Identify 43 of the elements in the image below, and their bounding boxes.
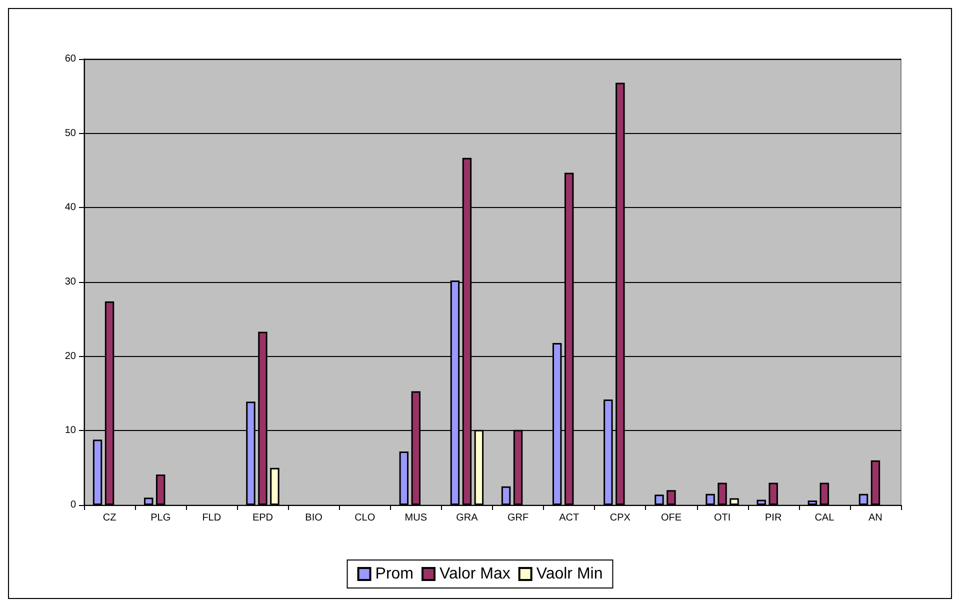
x-tick-label: CLO <box>354 512 376 524</box>
x-tick-label: GRA <box>456 512 478 524</box>
y-tick-label: 0 <box>70 500 76 510</box>
x-tick-label: CZ <box>102 512 116 524</box>
bar <box>756 500 766 505</box>
bar <box>706 494 715 505</box>
bar <box>666 490 676 505</box>
bar <box>858 494 868 505</box>
bar <box>654 494 664 505</box>
y-tick-label: 60 <box>64 54 76 64</box>
y-tick-label: 50 <box>64 128 76 139</box>
y-tick-label: 20 <box>64 350 76 362</box>
x-tick-label: CPX <box>610 512 631 524</box>
x-tick-label: FLD <box>202 512 222 524</box>
x-tick-label: EPD <box>252 512 273 524</box>
bar <box>501 486 511 505</box>
x-tick-label: GRF <box>507 512 529 524</box>
x-tick-label: ACT <box>559 512 580 524</box>
legend-label: Valor Max <box>440 566 510 582</box>
bar <box>156 474 166 505</box>
x-tick-label: PLG <box>150 512 171 524</box>
bar <box>399 451 409 505</box>
bar <box>870 460 880 505</box>
y-tick-label: 40 <box>64 202 76 214</box>
x-tick-label: PIR <box>765 512 782 524</box>
x-tick-label: CAL <box>814 512 835 524</box>
bar <box>768 482 778 505</box>
legend-label: Vaolr Min <box>536 566 603 582</box>
bar <box>808 500 818 505</box>
x-tick-label: AN <box>868 512 882 524</box>
legend-label: Prom <box>375 566 414 582</box>
x-tick-label: BIO <box>305 512 323 524</box>
x-tick-label: OFE <box>660 512 682 524</box>
x-tick-label: OTI <box>714 512 731 524</box>
bar <box>92 440 102 505</box>
bar <box>144 498 154 505</box>
bar <box>820 482 830 505</box>
y-tick-label: 30 <box>64 276 76 288</box>
bar <box>718 482 727 505</box>
x-tick-label: MUS <box>404 512 428 524</box>
y-tick-label: 10 <box>64 425 76 436</box>
bar <box>730 498 739 505</box>
bar <box>270 468 280 505</box>
